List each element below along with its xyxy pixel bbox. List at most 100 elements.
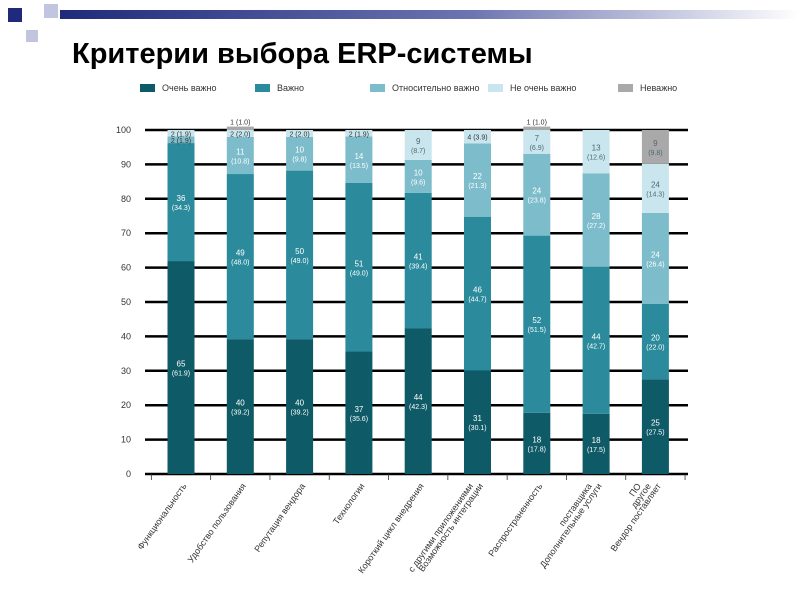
data-label: 13 (592, 144, 601, 153)
y-tick-label: 30 (121, 366, 131, 376)
data-label: 28 (592, 212, 601, 221)
data-label: (35.6) (350, 416, 368, 423)
data-label: 18 (592, 436, 601, 445)
bar-segment (464, 143, 491, 217)
bar-segment (404, 130, 432, 160)
y-tick-label: 90 (121, 159, 131, 169)
bar-segment (286, 170, 314, 340)
data-label: 14 (354, 152, 363, 161)
bar-segment (286, 130, 314, 137)
y-tick-label: 0 (126, 469, 131, 479)
bar-segment (226, 339, 254, 474)
data-label: 52 (532, 316, 541, 325)
bar-segment (226, 136, 254, 175)
bar-segment (404, 328, 432, 474)
bar-segment (404, 192, 432, 329)
data-label: 41 (414, 253, 423, 262)
data-label: (21.3) (468, 183, 486, 190)
data-label: 25 (651, 419, 660, 428)
x-category-label: Возможность интеграции (416, 481, 485, 573)
data-label: 31 (473, 414, 482, 423)
data-label: 1 (1.0) (230, 120, 250, 127)
bar-segment (523, 130, 551, 154)
legend-swatch (140, 84, 155, 92)
data-label: (27.2) (587, 223, 605, 230)
data-label: 4 (3.9) (467, 135, 487, 142)
bar-segment (167, 136, 195, 144)
data-label: 22 (473, 172, 482, 181)
bar-segment (582, 266, 610, 414)
data-label: (49.0) (290, 258, 308, 265)
bar-segment (641, 212, 669, 304)
data-label: 2 (2.0) (289, 131, 309, 138)
bar-segment (641, 130, 669, 164)
data-label: (42.3) (409, 404, 427, 411)
legend-label: Важно (277, 83, 304, 93)
data-label: 49 (236, 249, 245, 258)
data-label: 36 (177, 194, 186, 203)
bar-segment (167, 261, 195, 474)
bar-segment (167, 143, 195, 262)
data-label: 2 (1.9) (171, 138, 191, 145)
bar-segment (582, 130, 610, 174)
bar-segment (464, 130, 491, 144)
data-label: (17.8) (528, 446, 546, 453)
data-label: 20 (651, 334, 660, 343)
y-tick-label: 10 (121, 435, 131, 445)
bar-segment (226, 130, 254, 137)
bar-segment (345, 136, 373, 183)
data-label: (30.1) (468, 425, 486, 432)
data-label: (39.4) (409, 264, 427, 271)
data-label: 2 (1.9) (349, 131, 369, 138)
data-label: (61.9) (172, 371, 190, 378)
data-label: 44 (592, 332, 601, 341)
bar-segment (523, 153, 551, 236)
y-tick-label: 70 (121, 228, 131, 238)
data-label: 10 (414, 168, 423, 177)
title-decoration (8, 4, 800, 42)
data-label: (22.0) (646, 345, 664, 352)
legend-swatch (255, 84, 270, 92)
data-label: 24 (651, 180, 660, 189)
x-category-label: Удобство пользования (186, 481, 248, 564)
data-label: (10.8) (231, 158, 249, 165)
data-label: (42.7) (587, 343, 605, 350)
data-label: 24 (532, 187, 541, 196)
data-label: 24 (651, 250, 660, 259)
data-label: 51 (354, 259, 363, 268)
x-category-label: Технологии (331, 481, 367, 526)
bar-segment (464, 370, 491, 474)
data-label: 11 (236, 147, 245, 156)
decoration-square-light (44, 4, 58, 18)
data-label: 10 (295, 146, 304, 155)
bar-segment (523, 235, 551, 413)
data-label: 9 (653, 139, 658, 148)
data-label: (44.7) (468, 297, 486, 304)
bar-segment (286, 339, 314, 474)
bar-segment (167, 130, 195, 137)
data-label: 7 (535, 134, 540, 143)
data-label: 44 (414, 393, 423, 402)
y-tick-label: 60 (121, 263, 131, 273)
y-tick-label: 20 (121, 400, 131, 410)
data-label: (51.5) (528, 327, 546, 334)
legend-label: Неважно (640, 83, 677, 93)
bar-segment (345, 351, 373, 474)
decoration-square-light-small (26, 30, 38, 42)
bar-segment (523, 412, 551, 474)
legend-label: Не очень важно (510, 83, 576, 93)
legend-label: Относительно важно (392, 83, 479, 93)
bar-segment (404, 159, 432, 193)
y-tick-label: 50 (121, 297, 131, 307)
y-tick-label: 80 (121, 194, 131, 204)
bar-segment (641, 163, 669, 213)
bar-segment (582, 173, 610, 267)
data-label: 40 (236, 399, 245, 408)
bar-segment (641, 379, 669, 474)
data-label: (12.6) (587, 155, 605, 162)
data-label: 37 (354, 405, 363, 414)
x-category-label: Репутация вендора (252, 481, 307, 553)
data-label: 9 (416, 137, 421, 146)
data-label: (34.3) (172, 205, 190, 212)
